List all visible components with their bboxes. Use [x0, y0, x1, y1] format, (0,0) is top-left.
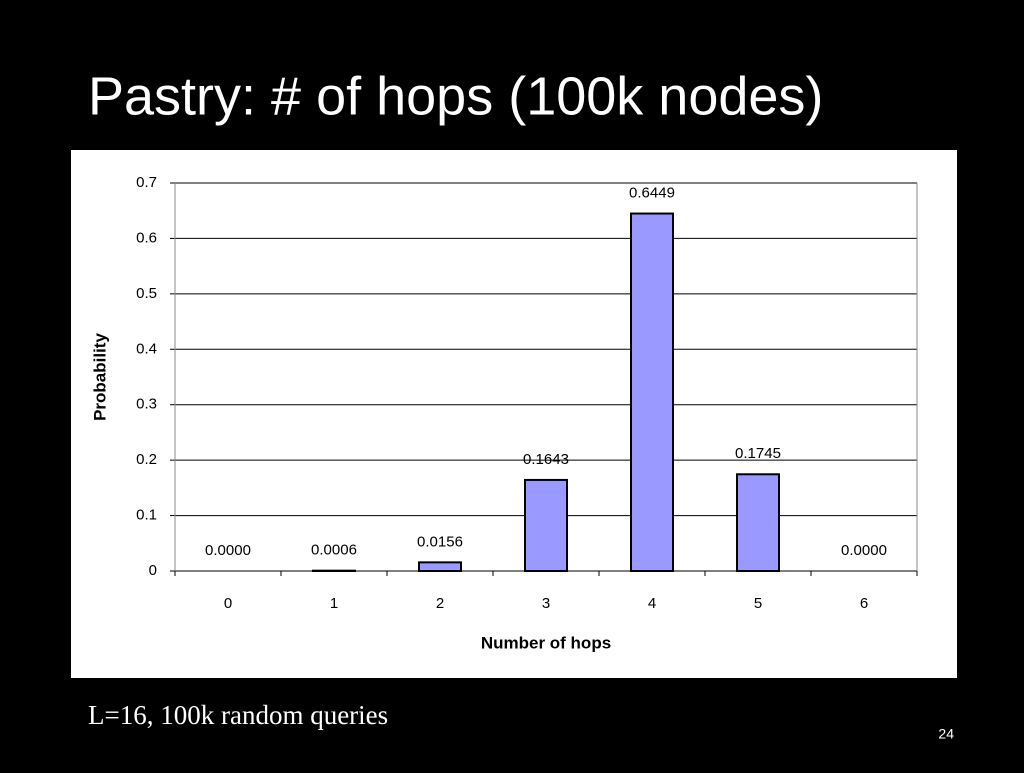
- y-tick-label: 0.4: [136, 340, 157, 357]
- x-tick-label: 4: [648, 595, 656, 612]
- y-tick-label: 0.3: [136, 396, 157, 413]
- value-label: 0.0006: [311, 542, 357, 559]
- bar: [525, 480, 567, 571]
- y-axis-title: Probability: [90, 333, 109, 421]
- slide-title: Pastry: # of hops (100k nodes): [88, 66, 823, 126]
- value-label: 0.0156: [417, 533, 463, 550]
- x-tick-label: 1: [330, 595, 338, 612]
- y-tick-label: 0.6: [136, 229, 157, 246]
- value-label: 0.0000: [205, 542, 251, 559]
- y-tick-label: 0.1: [136, 507, 157, 524]
- value-label: 0.0000: [841, 542, 887, 559]
- y-tick-label: 0: [149, 562, 157, 579]
- bar: [419, 562, 461, 571]
- y-tick-label: 0.7: [136, 174, 157, 191]
- bar: [631, 214, 673, 571]
- x-tick-label: 3: [542, 595, 550, 612]
- caption: L=16, 100k random queries: [88, 700, 388, 730]
- value-label: 0.1643: [523, 451, 569, 468]
- x-tick-label: 0: [224, 595, 232, 612]
- x-tick-label: 6: [860, 595, 868, 612]
- x-axis-title: Number of hops: [481, 633, 611, 652]
- page-number: 24: [938, 726, 954, 742]
- x-tick-label: 5: [754, 595, 762, 612]
- value-label: 0.6449: [629, 185, 675, 202]
- bar: [737, 474, 779, 571]
- chart-area: [71, 150, 957, 678]
- value-label: 0.1745: [735, 445, 781, 462]
- y-tick-label: 0.5: [136, 285, 157, 302]
- y-tick-label: 0.2: [136, 451, 157, 468]
- x-tick-label: 2: [436, 595, 444, 612]
